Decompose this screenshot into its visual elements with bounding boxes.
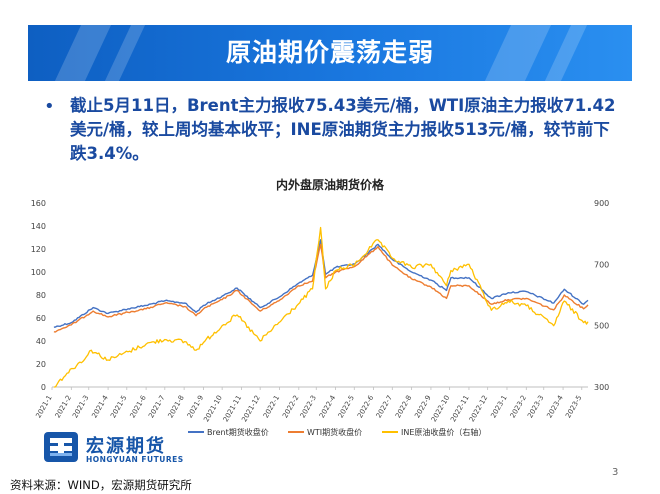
x-tick-label: 2022-10 <box>430 394 452 423</box>
y-left-tick-label: 80 <box>36 291 46 300</box>
x-tick-label: 2022-12 <box>468 394 490 423</box>
logo-name-en: HONGYUAN FUTURES <box>86 455 184 464</box>
x-tick-label: 2021-3 <box>71 394 90 419</box>
bullet-list: • 截止5月11日，Brent主力报收75.43美元/桶，WTI原油主力报收71… <box>44 94 624 166</box>
y-left-tick-label: 20 <box>36 360 46 369</box>
logo-name-cn: 宏源期货 <box>86 436 166 457</box>
x-tick-label: 2021-4 <box>90 394 110 420</box>
x-tick-label: 2023-3 <box>526 394 545 419</box>
legend-label-0: Brent期货收盘价 <box>207 427 269 437</box>
series-line-1 <box>53 243 589 333</box>
slide-title: 原油期价震荡走弱 <box>225 38 434 67</box>
x-tick-label: 2021-12 <box>240 394 262 423</box>
legend-label-2: INE原油收盘价（右轴） <box>401 427 486 437</box>
x-tick-label: 2021-9 <box>186 394 205 419</box>
x-tick-label: 2021-10 <box>202 394 224 423</box>
x-tick-label: 2022-8 <box>394 394 413 419</box>
x-tick-label: 2022-1 <box>262 394 281 419</box>
x-tick-label: 2021-8 <box>167 394 186 419</box>
y-right-tick-label: 700 <box>594 260 609 269</box>
chart-title: 内外盘原油期货价格 <box>275 178 384 192</box>
x-tick-label: 2023-1 <box>489 394 508 419</box>
y-left-tick-label: 60 <box>36 314 46 323</box>
x-tick-label: 2023-5 <box>564 394 583 419</box>
title-banner: 原油期价震荡走弱 <box>28 25 632 81</box>
y-left-tick-label: 100 <box>31 268 46 277</box>
x-tick-label: 2023-4 <box>545 394 565 420</box>
y-left-tick-label: 0 <box>41 383 46 392</box>
bullet-dot-icon: • <box>44 96 55 117</box>
y-right-tick-label: 900 <box>594 199 609 208</box>
y-left-tick-label: 160 <box>31 199 46 208</box>
page-number: 3 <box>612 467 619 478</box>
x-tick-label: 2022-5 <box>337 394 356 419</box>
x-tick-label: 2022-9 <box>413 394 432 419</box>
x-tick-label: 2021-6 <box>129 394 149 420</box>
legend-label-1: WTI期货收盘价 <box>307 427 362 437</box>
y-right-tick-label: 300 <box>594 383 609 392</box>
series-line-2 <box>53 226 589 388</box>
series-line-0 <box>53 239 589 328</box>
bullet-text: 截止5月11日，Brent主力报收75.43美元/桶，WTI原油主力报收71.4… <box>70 96 616 163</box>
y-left-tick-label: 120 <box>31 245 46 254</box>
x-tick-label: 2022-7 <box>375 394 394 419</box>
source-note: 资料来源：WIND，宏源期货研究所 <box>10 478 192 492</box>
y-left-tick-label: 140 <box>31 222 46 231</box>
x-tick-label: 2022-4 <box>318 394 338 420</box>
x-tick-label: 2022-6 <box>356 394 376 420</box>
hongyuan-logo-icon <box>44 432 78 462</box>
x-tick-label: 2021-7 <box>147 394 166 419</box>
x-tick-label: 2021-1 <box>34 394 53 419</box>
x-tick-label: 2022-3 <box>299 394 318 419</box>
y-right-tick-label: 500 <box>594 322 609 331</box>
x-tick-label: 2021-5 <box>109 394 128 419</box>
y-left-tick-label: 40 <box>36 337 46 346</box>
